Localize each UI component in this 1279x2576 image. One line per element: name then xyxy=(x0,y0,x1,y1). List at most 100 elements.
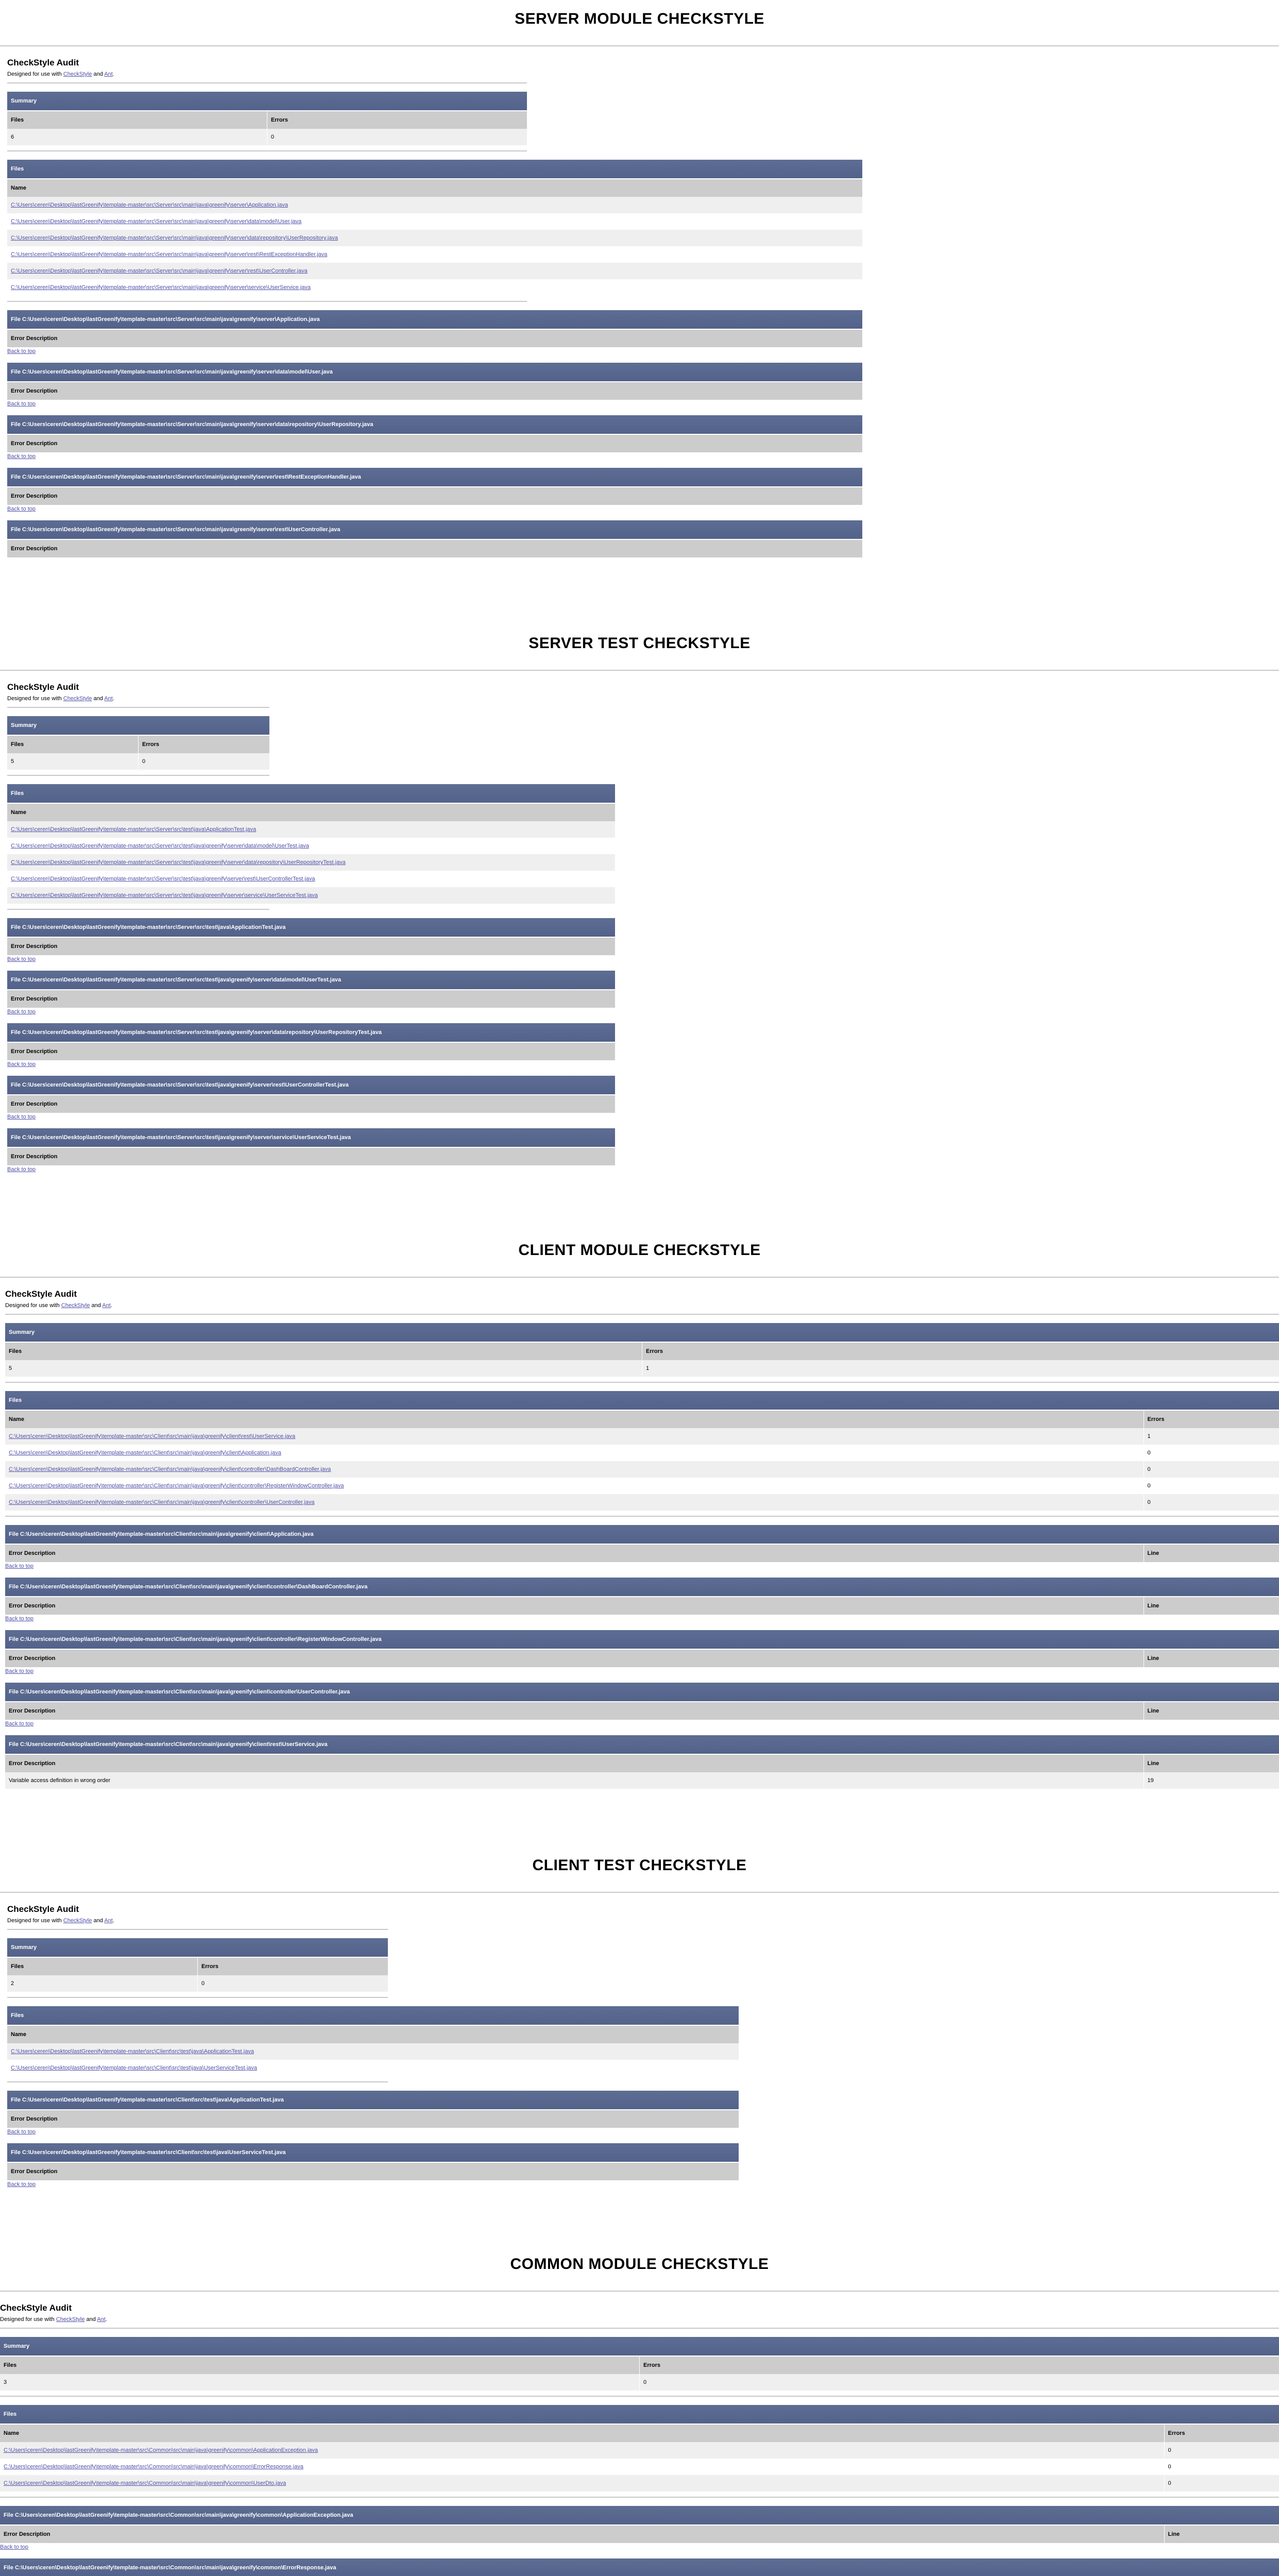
audit-subtitle: Designed for use with CheckStyle and Ant… xyxy=(0,2316,1279,2323)
subtitle-suffix: . xyxy=(110,1302,112,1309)
file-detail-banner-label: File C:\Users\ceren\Desktop\lastGreenify… xyxy=(0,2506,1279,2526)
back-to-top-link[interactable]: Back to top xyxy=(0,2544,29,2550)
checkstyle-link[interactable]: CheckStyle xyxy=(56,2316,85,2323)
back-to-top-link[interactable]: Back to top xyxy=(7,401,36,407)
file-path-link[interactable]: C:\Users\ceren\Desktop\lastGreenify\temp… xyxy=(11,826,257,833)
back-to-top-link[interactable]: Back to top xyxy=(7,1061,36,1067)
back-to-top: Back to top xyxy=(7,401,527,407)
divider xyxy=(7,1997,388,1998)
back-to-top-link[interactable]: Back to top xyxy=(7,1114,36,1120)
checkstyle-link[interactable]: CheckStyle xyxy=(63,1918,92,1924)
file-path-link[interactable]: C:\Users\ceren\Desktop\lastGreenify\temp… xyxy=(11,892,318,899)
summary-errors-count: 0 xyxy=(267,129,527,145)
back-to-top: Back to top xyxy=(5,1563,1279,1569)
file-path-link[interactable]: C:\Users\ceren\Desktop\lastGreenify\temp… xyxy=(9,1433,296,1439)
col-error-description: Error Description xyxy=(7,329,863,347)
file-path-link[interactable]: C:\Users\ceren\Desktop\lastGreenify\temp… xyxy=(4,2480,286,2486)
back-to-top: Back to top xyxy=(7,1061,269,1067)
file-path-link[interactable]: C:\Users\ceren\Desktop\lastGreenify\temp… xyxy=(11,235,338,241)
section-top-gap xyxy=(0,1827,1279,1857)
summary-banner-row: Summary xyxy=(5,1323,1279,1343)
back-to-top-link[interactable]: Back to top xyxy=(7,2129,36,2135)
back-to-top-link[interactable]: Back to top xyxy=(7,506,36,512)
checkstyle-report-common-module: CheckStyle Audit Designed for use with Ch… xyxy=(0,2291,1279,2576)
audit-title: CheckStyle Audit xyxy=(7,1904,79,1914)
back-to-top: Back to top xyxy=(5,1616,1279,1622)
file-path-link[interactable]: C:\Users\ceren\Desktop\lastGreenify\temp… xyxy=(9,1450,281,1456)
table-row: C:\Users\ceren\Desktop\lastGreenify\temp… xyxy=(7,887,616,904)
file-path-link[interactable]: C:\Users\ceren\Desktop\lastGreenify\temp… xyxy=(11,251,328,258)
page-title-client-test: CLIENT TEST CHECKSTYLE xyxy=(532,1857,747,1874)
file-detail-section: File C:\Users\ceren\Desktop\lastGreenify… xyxy=(7,468,863,512)
back-to-top-link[interactable]: Back to top xyxy=(7,956,36,962)
heading-gap xyxy=(0,652,1279,670)
file-path-link[interactable]: C:\Users\ceren\Desktop\lastGreenify\temp… xyxy=(9,1466,331,1472)
file-path-link[interactable]: C:\Users\ceren\Desktop\lastGreenify\temp… xyxy=(4,2464,303,2470)
heading-gap xyxy=(0,1259,1279,1277)
ant-link[interactable]: Ant xyxy=(104,1918,113,1924)
file-detail-banner-row: File C:\Users\ceren\Desktop\lastGreenify… xyxy=(7,363,862,382)
file-detail-banner-label: File C:\Users\ceren\Desktop\lastGreenify… xyxy=(7,363,862,382)
section-bottom-gap xyxy=(0,1181,1279,1212)
file-path-link[interactable]: C:\Users\ceren\Desktop\lastGreenify\temp… xyxy=(11,876,315,882)
back-to-top-link[interactable]: Back to top xyxy=(5,1721,34,1727)
file-path-link[interactable]: C:\Users\ceren\Desktop\lastGreenify\temp… xyxy=(11,284,311,291)
back-to-top-link[interactable]: Back to top xyxy=(5,1616,34,1622)
file-path-link[interactable]: C:\Users\ceren\Desktop\lastGreenify\temp… xyxy=(11,843,309,849)
summary-col-errors: Errors xyxy=(267,111,527,129)
file-detail-path: C:\Users\ceren\Desktop\lastGreenify\temp… xyxy=(20,1689,350,1695)
back-to-top-link[interactable]: Back to top xyxy=(5,1563,34,1569)
files-col-name: Name xyxy=(7,179,863,197)
back-to-top-link[interactable]: Back to top xyxy=(7,453,36,460)
file-path-link[interactable]: C:\Users\ceren\Desktop\lastGreenify\temp… xyxy=(11,859,346,866)
file-name-cell: C:\Users\ceren\Desktop\lastGreenify\temp… xyxy=(7,197,863,213)
ant-link[interactable]: Ant xyxy=(102,1302,111,1309)
file-path-link[interactable]: C:\Users\ceren\Desktop\lastGreenify\temp… xyxy=(11,202,288,208)
heading-gap xyxy=(0,28,1279,45)
back-to-top-link[interactable]: Back to top xyxy=(7,1009,36,1015)
file-path-link[interactable]: C:\Users\ceren\Desktop\lastGreenify\temp… xyxy=(9,1483,344,1489)
file-detail-banner-label: File C:\Users\ceren\Desktop\lastGreenify… xyxy=(5,1735,1279,1755)
ant-link[interactable]: Ant xyxy=(104,71,113,77)
ant-link[interactable]: Ant xyxy=(97,2316,106,2323)
file-path-link[interactable]: C:\Users\ceren\Desktop\lastGreenify\temp… xyxy=(4,2447,318,2453)
file-detail-banner-label: File C:\Users\ceren\Desktop\lastGreenify… xyxy=(7,1128,615,1148)
back-to-top: Back to top xyxy=(7,453,527,460)
file-detail-table: File C:\Users\ceren\Desktop\lastGreenify… xyxy=(7,1076,616,1113)
subtitle-mid: and xyxy=(92,1918,105,1924)
back-to-top-link[interactable]: Back to top xyxy=(5,1668,34,1674)
file-name-cell: C:\Users\ceren\Desktop\lastGreenify\temp… xyxy=(5,1445,1144,1461)
file-path-link[interactable]: C:\Users\ceren\Desktop\lastGreenify\temp… xyxy=(9,1499,315,1505)
back-to-top: Back to top xyxy=(7,1166,269,1173)
file-detail-section: File C:\Users\ceren\Desktop\lastGreenify… xyxy=(5,1735,1279,1789)
table-row: C:\Users\ceren\Desktop\lastGreenify\temp… xyxy=(5,1428,1279,1445)
file-name-cell: C:\Users\ceren\Desktop\lastGreenify\temp… xyxy=(0,2475,1165,2492)
subtitle-prefix: Designed for use with xyxy=(5,1302,61,1309)
ant-link[interactable]: Ant xyxy=(104,696,113,702)
checkstyle-link[interactable]: CheckStyle xyxy=(61,1302,90,1309)
checkstyle-link[interactable]: CheckStyle xyxy=(63,696,92,702)
summary-banner-row: Summary xyxy=(7,92,527,111)
file-path-link[interactable]: C:\Users\ceren\Desktop\lastGreenify\temp… xyxy=(11,2048,254,2055)
subtitle-mid: and xyxy=(92,696,105,702)
file-name-cell: C:\Users\ceren\Desktop\lastGreenify\temp… xyxy=(7,854,616,871)
summary-table-client-test: Summary Files Errors 2 0 xyxy=(7,1938,388,1992)
back-to-top-link[interactable]: Back to top xyxy=(7,2181,36,2188)
file-detail-banner-label: File C:\Users\ceren\Desktop\lastGreenify… xyxy=(7,1023,615,1043)
file-path-link[interactable]: C:\Users\ceren\Desktop\lastGreenify\temp… xyxy=(11,218,302,225)
summary-col-errors: Errors xyxy=(197,1957,388,1975)
col-error-description: Error Description xyxy=(7,1095,616,1113)
back-to-top-link[interactable]: Back to top xyxy=(7,348,36,354)
files-col-name: Name xyxy=(5,1410,1144,1428)
table-row: C:\Users\ceren\Desktop\lastGreenify\temp… xyxy=(7,2043,739,2060)
file-path-link[interactable]: C:\Users\ceren\Desktop\lastGreenify\temp… xyxy=(11,268,308,274)
back-to-top: Back to top xyxy=(7,956,269,962)
checkstyle-link[interactable]: CheckStyle xyxy=(63,71,92,77)
file-detail-path: C:\Users\ceren\Desktop\lastGreenify\temp… xyxy=(22,1029,382,1036)
file-path-link[interactable]: C:\Users\ceren\Desktop\lastGreenify\temp… xyxy=(11,2065,258,2071)
back-to-top-link[interactable]: Back to top xyxy=(7,1166,36,1173)
back-to-top: Back to top xyxy=(7,1114,269,1120)
file-error-count: 0 xyxy=(1164,2475,1279,2492)
file-detail-table: File C:\Users\ceren\Desktop\lastGreenify… xyxy=(7,310,863,347)
